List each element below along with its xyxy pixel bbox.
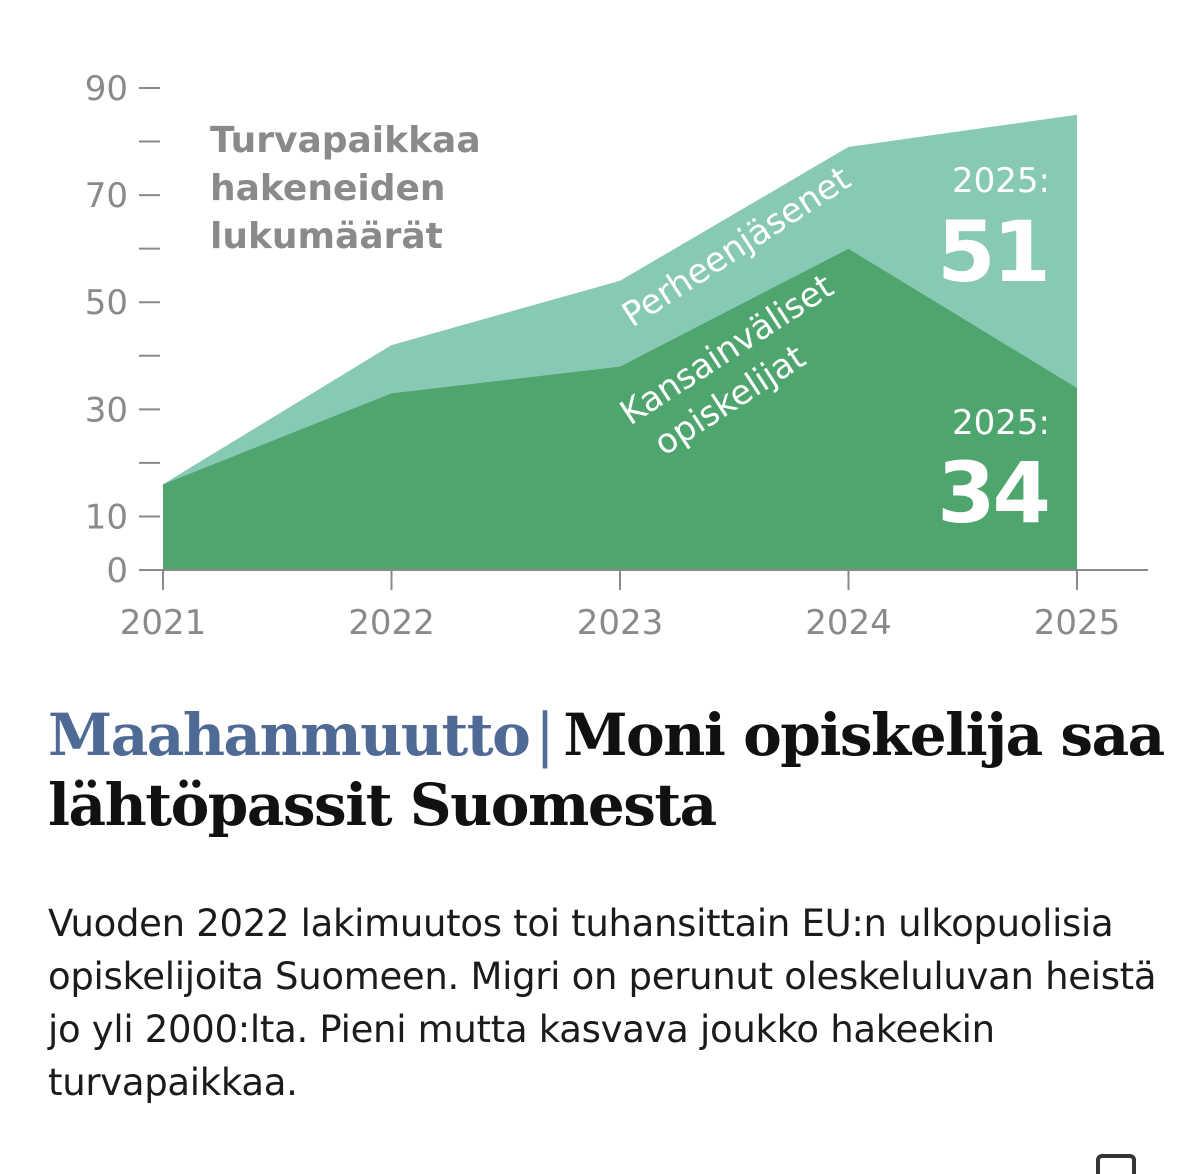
y-tick-label-70: 70 [85, 176, 128, 216]
y-tick-label-0: 0 [106, 551, 128, 591]
y-tick-label-10: 10 [85, 497, 128, 537]
x-tick-label-2021: 2021 [120, 603, 207, 643]
chart-svg: 0 10 30 50 70 90 2021 2022 2023 2024 2025 Turvapai… [85, 69, 1148, 643]
x-tick-label-2022: 2022 [348, 603, 435, 643]
series-area-1 [163, 114, 1077, 485]
section-label[interactable]: Maahanmuutto [48, 701, 531, 769]
callout-value-lower: 34 [937, 444, 1048, 542]
article-headline[interactable]: Maahanmuutto | Moni opiskelija saa lähtöpa… [48, 700, 1168, 840]
y-tick-label-90: 90 [85, 69, 128, 109]
series-area-0 [163, 248, 1077, 570]
y-tick-label-50: 50 [85, 283, 128, 323]
headline-separator: | [535, 701, 555, 769]
callout-label-lower: 2025: [952, 403, 1050, 443]
share-icon[interactable] [1096, 1154, 1136, 1174]
callout-label-upper: 2025: [952, 161, 1050, 201]
annotation-title: Turvapaikkaa hakeneiden lukumäärät [210, 120, 481, 257]
x-tick-label-2025: 2025 [1034, 603, 1121, 643]
article-lead: Vuoden 2022 lakimuutos toi tuhansittain … [48, 902, 1157, 1104]
callout-value-upper: 51 [937, 203, 1048, 301]
asylum-area-chart: 0 10 30 50 70 90 2021 2022 2023 2024 2025 Turvapai… [85, 69, 1148, 643]
x-tick-label-2024: 2024 [805, 603, 892, 643]
y-tick-label-30: 30 [85, 390, 128, 430]
headline-title[interactable]: Moni opiskelija saa lähtöpassit Suomesta [48, 701, 1165, 839]
x-tick-label-2023: 2023 [577, 603, 664, 643]
